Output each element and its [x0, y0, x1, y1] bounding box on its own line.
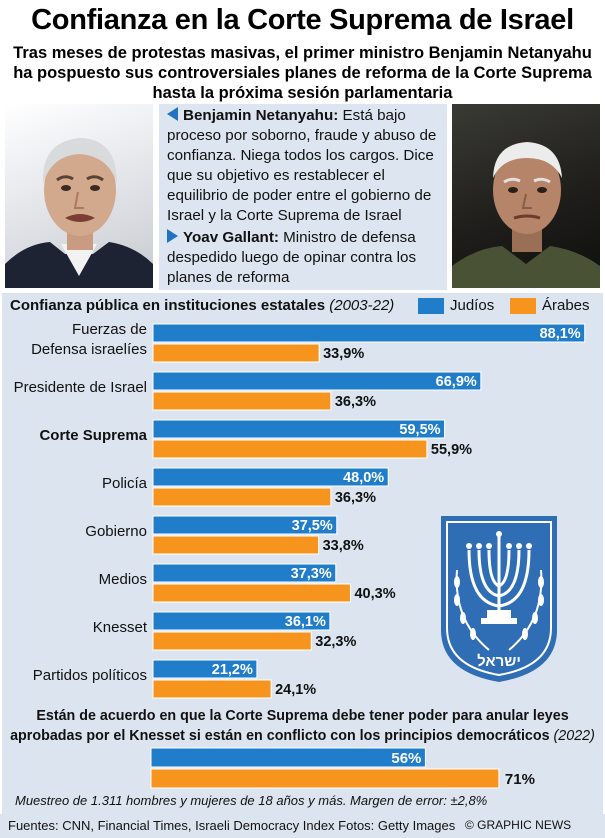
emblem-text: ישראל [477, 653, 521, 670]
data-label: 71% [505, 771, 535, 788]
category-label: Knesset [93, 619, 148, 636]
category-label: Fuerzas de [72, 321, 147, 338]
data-label: 24,1% [275, 682, 316, 698]
data-label: 33,8% [323, 538, 364, 554]
data-label: 21,2% [212, 662, 253, 678]
bio-name: Benjamin Netanyahu: [183, 107, 339, 124]
bio-gallant: Yoav Gallant: Ministro de defensa desped… [167, 228, 445, 288]
bar-jews [150, 747, 426, 768]
chart-period: (2003-22) [329, 297, 395, 314]
bar-jews [152, 419, 446, 439]
data-label: 59,5% [399, 422, 440, 438]
page-title: Confianza en la Corte Suprema de Israel [31, 4, 574, 36]
bar-jews [152, 611, 331, 631]
bar-arabs [152, 631, 312, 651]
bio-text: Ministro de defensa despedido luego de o… [167, 229, 417, 286]
category-label: Defensa israelíes [31, 341, 147, 358]
data-label: 37,5% [292, 518, 333, 534]
category-label: Partidos políticos [33, 667, 147, 684]
data-label: 48,0% [343, 470, 384, 486]
footer: Fuentes: CNN, Financial Times, Israeli D… [0, 814, 605, 838]
institutions-bar-chart: Fuerzas de Defensa israelíes 88,1% 33,9% Pre… [14, 321, 586, 699]
bio-name: Yoav Gallant: [183, 229, 279, 246]
data-label: 36,1% [285, 614, 326, 630]
data-label: 33,9% [323, 346, 364, 362]
bar-jews [152, 323, 586, 343]
credit-text: © GRAPHIC NEWS [465, 818, 572, 832]
israel-emblem-icon: ישראל [441, 516, 557, 682]
category-label: Presidente de Israel [14, 379, 147, 396]
category-label: Gobierno [85, 523, 147, 540]
bar-arabs [152, 487, 332, 507]
data-label: 36,3% [335, 490, 376, 506]
chart-title-text: Confianza pública en instituciones estat… [10, 297, 326, 314]
right-pointer-icon [167, 229, 178, 243]
data-label: 36,3% [335, 394, 376, 410]
legend-swatch-arabs [510, 298, 536, 314]
left-pointer-icon [167, 107, 178, 121]
bio-netanyahu: Benjamin Netanyahu: Está bajo proceso po… [167, 106, 445, 226]
bar-arabs [152, 679, 272, 699]
question-title: Están de acuerdo en que la Corte Suprema… [0, 706, 605, 746]
chart-panel: Confianza pública en instituciones estat… [2, 293, 603, 814]
bar-arabs [152, 535, 320, 555]
category-label: Corte Suprema [39, 427, 147, 444]
data-label: 40,3% [354, 586, 395, 602]
page-subtitle: Tras meses de protestas masivas, el prim… [13, 44, 592, 102]
question-text: Están de acuerdo en que la Corte Suprema… [10, 708, 569, 744]
data-label: 88,1% [540, 326, 581, 342]
legend-label-arabs: Árabes [542, 297, 590, 314]
bio-panel: Benjamin Netanyahu: Está bajo proceso po… [159, 104, 447, 290]
agreement-bar-chart: 56% 71% [150, 747, 535, 789]
footnote: Muestreo de 1.311 hombres y mujeres de 1… [15, 793, 488, 808]
bar-arabs [152, 439, 428, 459]
bio-text: Está bajo proceso por soborno, fraude y … [167, 107, 437, 224]
bar-arabs [152, 391, 332, 411]
bar-arabs [150, 768, 500, 789]
netanyahu-photo [5, 104, 153, 288]
gallant-photo [452, 104, 600, 288]
chart-title: Confianza pública en instituciones estat… [10, 297, 394, 314]
question-year: (2022) [553, 728, 595, 744]
bar-jews [152, 467, 389, 487]
data-label: 66,9% [436, 374, 477, 390]
data-label: 55,9% [431, 442, 472, 458]
bar-arabs [152, 343, 320, 363]
bar-arabs [152, 583, 351, 603]
category-label: Policía [102, 475, 148, 492]
data-label: 32,3% [315, 634, 356, 650]
sources-text: Fuentes: CNN, Financial Times, Israeli D… [8, 818, 456, 833]
legend-label-jews: Judíos [450, 297, 495, 314]
data-label: 56% [391, 750, 421, 767]
bar-jews [152, 515, 338, 535]
bar-jews [152, 659, 258, 679]
bar-jews [152, 563, 337, 583]
legend-swatch-jews [418, 298, 444, 314]
data-label: 37,3% [291, 566, 332, 582]
bar-jews [152, 371, 482, 391]
category-label: Medios [99, 571, 147, 588]
